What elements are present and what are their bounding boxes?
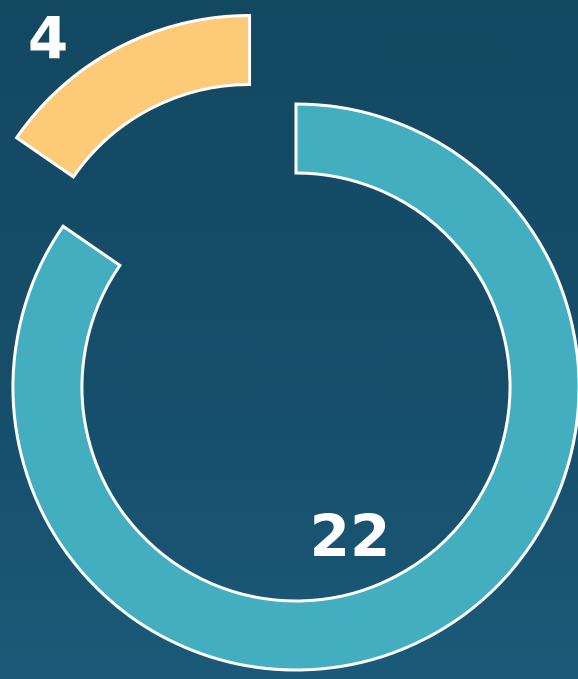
data-label: 22 — [310, 502, 391, 570]
pie-slice — [11, 102, 578, 672]
data-label: 4 — [28, 4, 68, 72]
pie-slice — [14, 13, 252, 179]
